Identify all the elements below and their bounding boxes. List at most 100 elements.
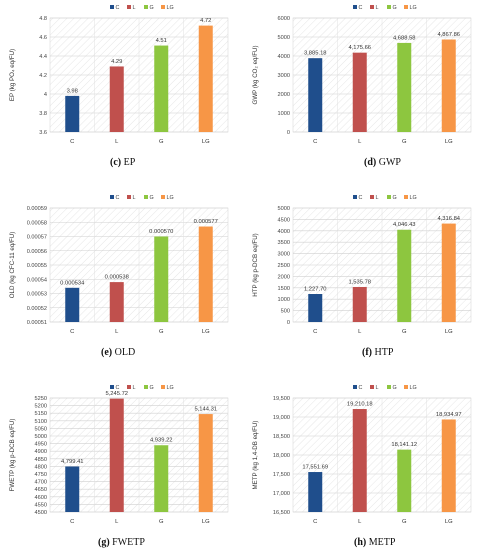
legend-swatch	[110, 195, 114, 199]
y-tick-label: 4800	[35, 464, 47, 470]
y-tick-label: 2000	[278, 274, 290, 280]
legend-swatch	[110, 385, 114, 389]
y-tick-label: 19,500	[273, 396, 290, 402]
legend-label: C	[359, 195, 363, 201]
bar-l	[109, 66, 124, 132]
y-tick-label: 1000	[278, 297, 290, 303]
chart-panel-metp: 16,500 17,000 17,500 18,000 18,500 19,000 19,5…	[243, 380, 486, 535]
legend-swatch	[110, 5, 114, 9]
y-tick-label: 4550	[35, 502, 47, 508]
caption-letter: (g)	[98, 537, 110, 548]
data-label: 4,175.66	[348, 45, 371, 51]
data-label: 4,867.86	[437, 32, 460, 38]
y-tick-label: 5000	[278, 35, 290, 41]
bar-lg	[441, 39, 456, 132]
legend-swatch	[370, 5, 374, 9]
legend-label: L	[133, 195, 136, 201]
y-tick-label: 5250	[35, 396, 47, 402]
legend-swatch	[127, 195, 131, 199]
legend-label: C	[359, 385, 363, 391]
y-tick-label: 3000	[278, 73, 290, 79]
y-tick-label: 5200	[35, 404, 47, 410]
x-tick-label: L	[358, 329, 362, 335]
caption-letter: (f)	[362, 347, 372, 358]
caption-letter: (c)	[110, 157, 122, 168]
y-tick-label: 5100	[35, 419, 47, 425]
legend-swatch	[353, 195, 357, 199]
x-tick-label: G	[159, 519, 164, 525]
legend-label: LG	[167, 195, 174, 201]
bar-c	[308, 472, 323, 512]
y-axis-title: OLD (kg CFC-11 eq/FU)	[9, 232, 16, 299]
legend-label: LG	[410, 195, 417, 201]
caption-name: GWP	[378, 157, 401, 168]
legend-swatch	[161, 385, 165, 389]
legend-label: G	[393, 195, 397, 201]
legend-swatch	[387, 5, 391, 9]
data-label: 4,799.41	[61, 459, 84, 465]
data-label: 1,227.70	[304, 287, 327, 293]
chart-gwp: 0 1000 2000 3000 4000 5000 6000 GWP (kg CO₂ eq/…	[252, 5, 472, 145]
x-tick-label: L	[358, 519, 362, 525]
legend-label: G	[150, 385, 154, 391]
x-tick-label: L	[115, 329, 119, 335]
y-tick-label: 0.00051	[27, 320, 47, 326]
x-tick-label: C	[313, 519, 317, 525]
y-tick-label: 2000	[278, 92, 290, 98]
y-tick-label: 0.00056	[27, 249, 47, 255]
legend-label: L	[376, 195, 379, 201]
legend-swatch	[370, 385, 374, 389]
bar-c	[308, 58, 323, 132]
y-tick-label: 6000	[278, 16, 290, 22]
legend-swatch	[404, 195, 408, 199]
data-label: 4.72	[200, 18, 211, 24]
y-tick-label: 3500	[278, 240, 290, 246]
data-label: 4,316.84	[437, 216, 460, 222]
bar-c	[308, 294, 323, 322]
chart-metp: 16,500 17,000 17,500 18,000 18,500 19,000 19,5…	[252, 385, 472, 525]
legend-swatch	[161, 5, 165, 9]
y-tick-label: 4850	[35, 457, 47, 463]
chart-panel-old: 0.00051 0.00052 0.00053 0.00054 0.00055 0.000…	[0, 190, 243, 345]
y-tick-label: 1000	[278, 111, 290, 117]
y-axis-title: FWETP (kg p-DCB eq/FU)	[9, 419, 16, 492]
y-tick-label: 4700	[35, 480, 47, 486]
x-tick-label: LG	[445, 139, 453, 145]
y-tick-label: 4.8	[39, 16, 47, 22]
y-tick-label: 0.00052	[27, 306, 47, 312]
data-label: 4,046.43	[393, 222, 416, 228]
y-tick-label: 3.8	[39, 111, 47, 117]
y-tick-label: 4500	[35, 510, 47, 516]
x-tick-label: L	[358, 139, 362, 145]
caption-old: (e) OLD	[101, 347, 135, 358]
y-tick-label: 4750	[35, 472, 47, 478]
y-tick-label: 0.00058	[27, 220, 47, 226]
bar-l	[109, 282, 124, 322]
legend-label: L	[376, 5, 379, 11]
y-tick-label: 0.00053	[27, 292, 47, 298]
data-label: 1,535.78	[348, 279, 371, 285]
caption-name: EP	[123, 157, 136, 168]
legend-label: C	[359, 5, 363, 11]
caption-ep: (c) EP	[110, 157, 135, 168]
y-tick-label: 0.00054	[27, 277, 47, 283]
data-label: 0.000577	[194, 219, 218, 225]
bar-l	[352, 286, 367, 322]
y-tick-label: 18,000	[273, 453, 290, 459]
bar-g	[397, 449, 412, 512]
chart-panel-gwp: 0 1000 2000 3000 4000 5000 6000 GWP (kg CO₂ eq/…	[243, 0, 486, 155]
y-tick-label: 5000	[35, 434, 47, 440]
legend-swatch	[353, 385, 357, 389]
x-tick-label: C	[70, 139, 74, 145]
caption-gwp: (d) GWP	[364, 157, 401, 168]
y-tick-label: 5050	[35, 426, 47, 432]
legend-swatch	[387, 195, 391, 199]
legend-label: G	[393, 385, 397, 391]
y-tick-label: 2500	[278, 263, 290, 269]
y-tick-label: 4900	[35, 449, 47, 455]
x-tick-label: G	[402, 519, 407, 525]
y-tick-label: 4.2	[39, 73, 47, 79]
legend-label: C	[116, 195, 120, 201]
data-label: 4.51	[156, 38, 167, 44]
